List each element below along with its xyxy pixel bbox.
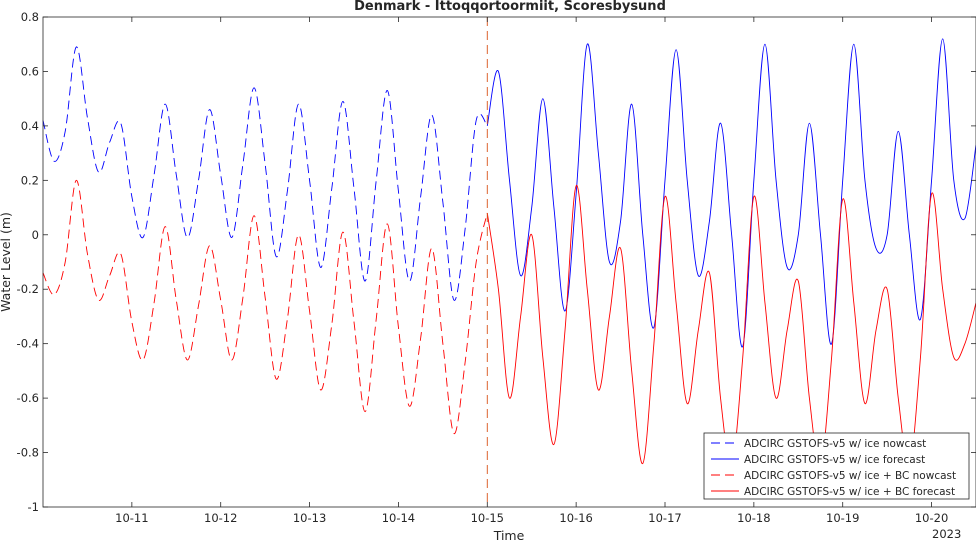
y-tick-label: -0.4 — [17, 337, 39, 351]
x-tick-label: 10-11 — [115, 511, 148, 525]
y-tick-label: 0.6 — [21, 64, 39, 78]
y-tick-label: -0.8 — [17, 446, 39, 460]
legend-label-adcirc-gstofs-v5-w-ice-bc-forecast: ADCIRC GSTOFS-v5 w/ ice + BC forecast — [744, 486, 955, 498]
y-tick-label: -0.6 — [17, 391, 39, 405]
y-tick-label: 0 — [32, 228, 39, 242]
x-axis-label: Time — [493, 528, 525, 541]
series-line-adcirc-gstofs-v5-w-ice-bc-nowcast — [42, 179, 488, 434]
y-tick-label: 0.4 — [21, 119, 39, 133]
legend-label-adcirc-gstofs-v5-w-ice-nowcast: ADCIRC GSTOFS-v5 w/ ice nowcast — [744, 438, 926, 450]
legend-box — [703, 432, 970, 500]
x-tick-label: 10-19 — [826, 511, 859, 525]
x-tick-label: 10-18 — [737, 511, 770, 525]
x-tick-label: 10-13 — [293, 511, 326, 525]
axis-layer: 0.8 0.6 0.4 0.2 0 -0.2 -0.4 -0.6 -0.8 -1 10-11 10-1… — [17, 10, 976, 525]
y-tick-label: 0.2 — [21, 173, 39, 187]
chart-title: Denmark - Ittoqqortoormiit, Scoresbysund — [354, 0, 666, 14]
y-tick-label: -1 — [28, 500, 39, 514]
series-line-adcirc-gstofs-v5-w-ice-nowcast — [42, 46, 488, 301]
y-tick-label: 0.8 — [21, 10, 39, 24]
legend-label-adcirc-gstofs-v5-w-ice-bc-nowcast: ADCIRC GSTOFS-v5 w/ ice + BC nowcast — [744, 470, 956, 482]
x-tick-label: 10-12 — [204, 511, 237, 525]
series-line-adcirc-gstofs-v5-w-ice-forecast — [486, 38, 976, 348]
x-tick-label: 10-16 — [559, 511, 592, 525]
legend-label-adcirc-gstofs-v5-w-ice-forecast: ADCIRC GSTOFS-v5 w/ ice forecast — [744, 454, 925, 466]
legend: ADCIRC GSTOFS-v5 w/ ice nowcast ADCIRC GS… — [703, 432, 970, 500]
x-tick-label: 10-15 — [471, 511, 504, 525]
x-tick-label: 10-17 — [648, 511, 681, 525]
plot-frame — [42, 16, 976, 508]
year-label: 2023 — [932, 527, 961, 541]
x-tick-label: 10-20 — [915, 511, 948, 525]
y-tick-label: -0.2 — [17, 282, 39, 296]
y-axis-label: Water Level (m) — [0, 212, 13, 312]
x-tick-label: 10-14 — [382, 511, 415, 525]
